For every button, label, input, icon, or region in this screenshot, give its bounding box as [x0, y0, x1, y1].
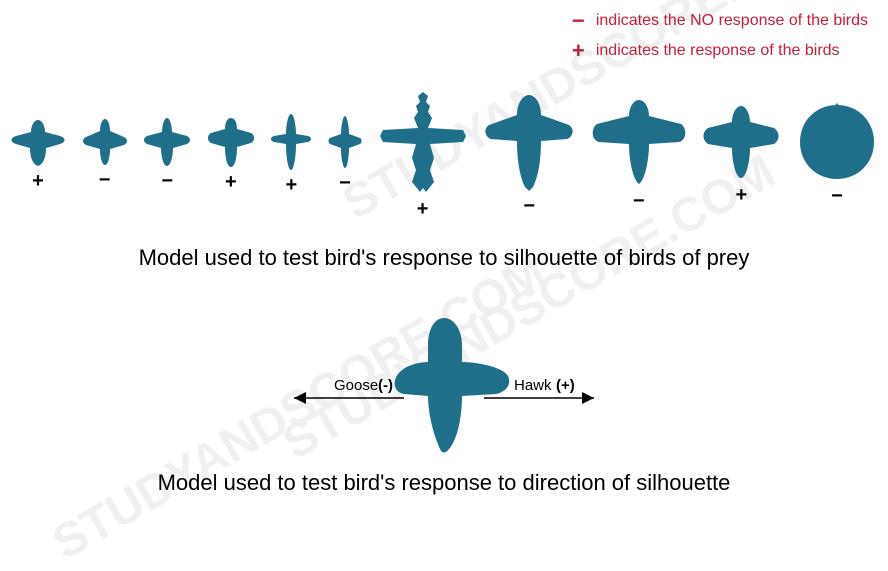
bird-icon: [270, 112, 312, 172]
plus-symbol: +: [572, 38, 596, 64]
response-label: −: [339, 172, 351, 195]
minus-symbol: −: [572, 8, 596, 34]
bird-silhouette-1: +: [10, 116, 66, 193]
bird-silhouette-2: −: [82, 117, 128, 192]
legend: − indicates the NO response of the birds…: [572, 8, 868, 68]
bird-icon: [378, 88, 468, 196]
bird-icon: [207, 115, 255, 169]
bird-icon: [796, 101, 878, 183]
bird-icon: [143, 116, 191, 168]
direction-model-svg: Goose (-) Hawk (+): [274, 310, 614, 460]
bird-silhouette-10: +: [702, 102, 780, 207]
silhouette-row: + − − + +: [10, 88, 878, 221]
bird-icon: [10, 116, 66, 168]
bird-silhouette-7: +: [378, 88, 468, 221]
bird-silhouette-4: +: [207, 115, 255, 194]
bird-icon: [591, 96, 687, 188]
bird-icon: [328, 114, 362, 170]
response-label: +: [417, 198, 429, 221]
bird-silhouette-3: −: [143, 116, 191, 193]
bird-icon: [483, 91, 575, 193]
bird-silhouette-11: −: [796, 101, 878, 208]
response-label: −: [99, 169, 111, 192]
minus-legend-text: indicates the NO response of the birds: [596, 12, 868, 30]
plus-legend-text: indicates the response of the birds: [596, 42, 840, 60]
caption-silhouette-test: Model used to test bird's response to si…: [0, 245, 888, 271]
hawk-label: Hawk: [514, 377, 552, 394]
response-label: −: [161, 170, 173, 193]
svg-text:(+): (+): [556, 377, 575, 394]
bird-silhouette-6: −: [328, 114, 362, 195]
response-label: +: [32, 170, 44, 193]
response-label: −: [831, 185, 843, 208]
response-label: +: [736, 184, 748, 207]
svg-text:(-): (-): [378, 377, 393, 394]
goose-label: Goose: [334, 377, 378, 394]
response-label: +: [225, 171, 237, 194]
bird-icon: [82, 117, 128, 167]
response-label: −: [633, 190, 645, 213]
bird-silhouette-5: +: [270, 112, 312, 197]
bird-silhouette-8: −: [483, 91, 575, 218]
response-label: −: [523, 195, 535, 218]
bird-silhouette-9: −: [591, 96, 687, 213]
response-label: +: [286, 174, 298, 197]
bird-icon: [702, 102, 780, 182]
direction-model: Goose (-) Hawk (+): [0, 310, 888, 460]
caption-direction-test: Model used to test bird's response to di…: [0, 470, 888, 496]
